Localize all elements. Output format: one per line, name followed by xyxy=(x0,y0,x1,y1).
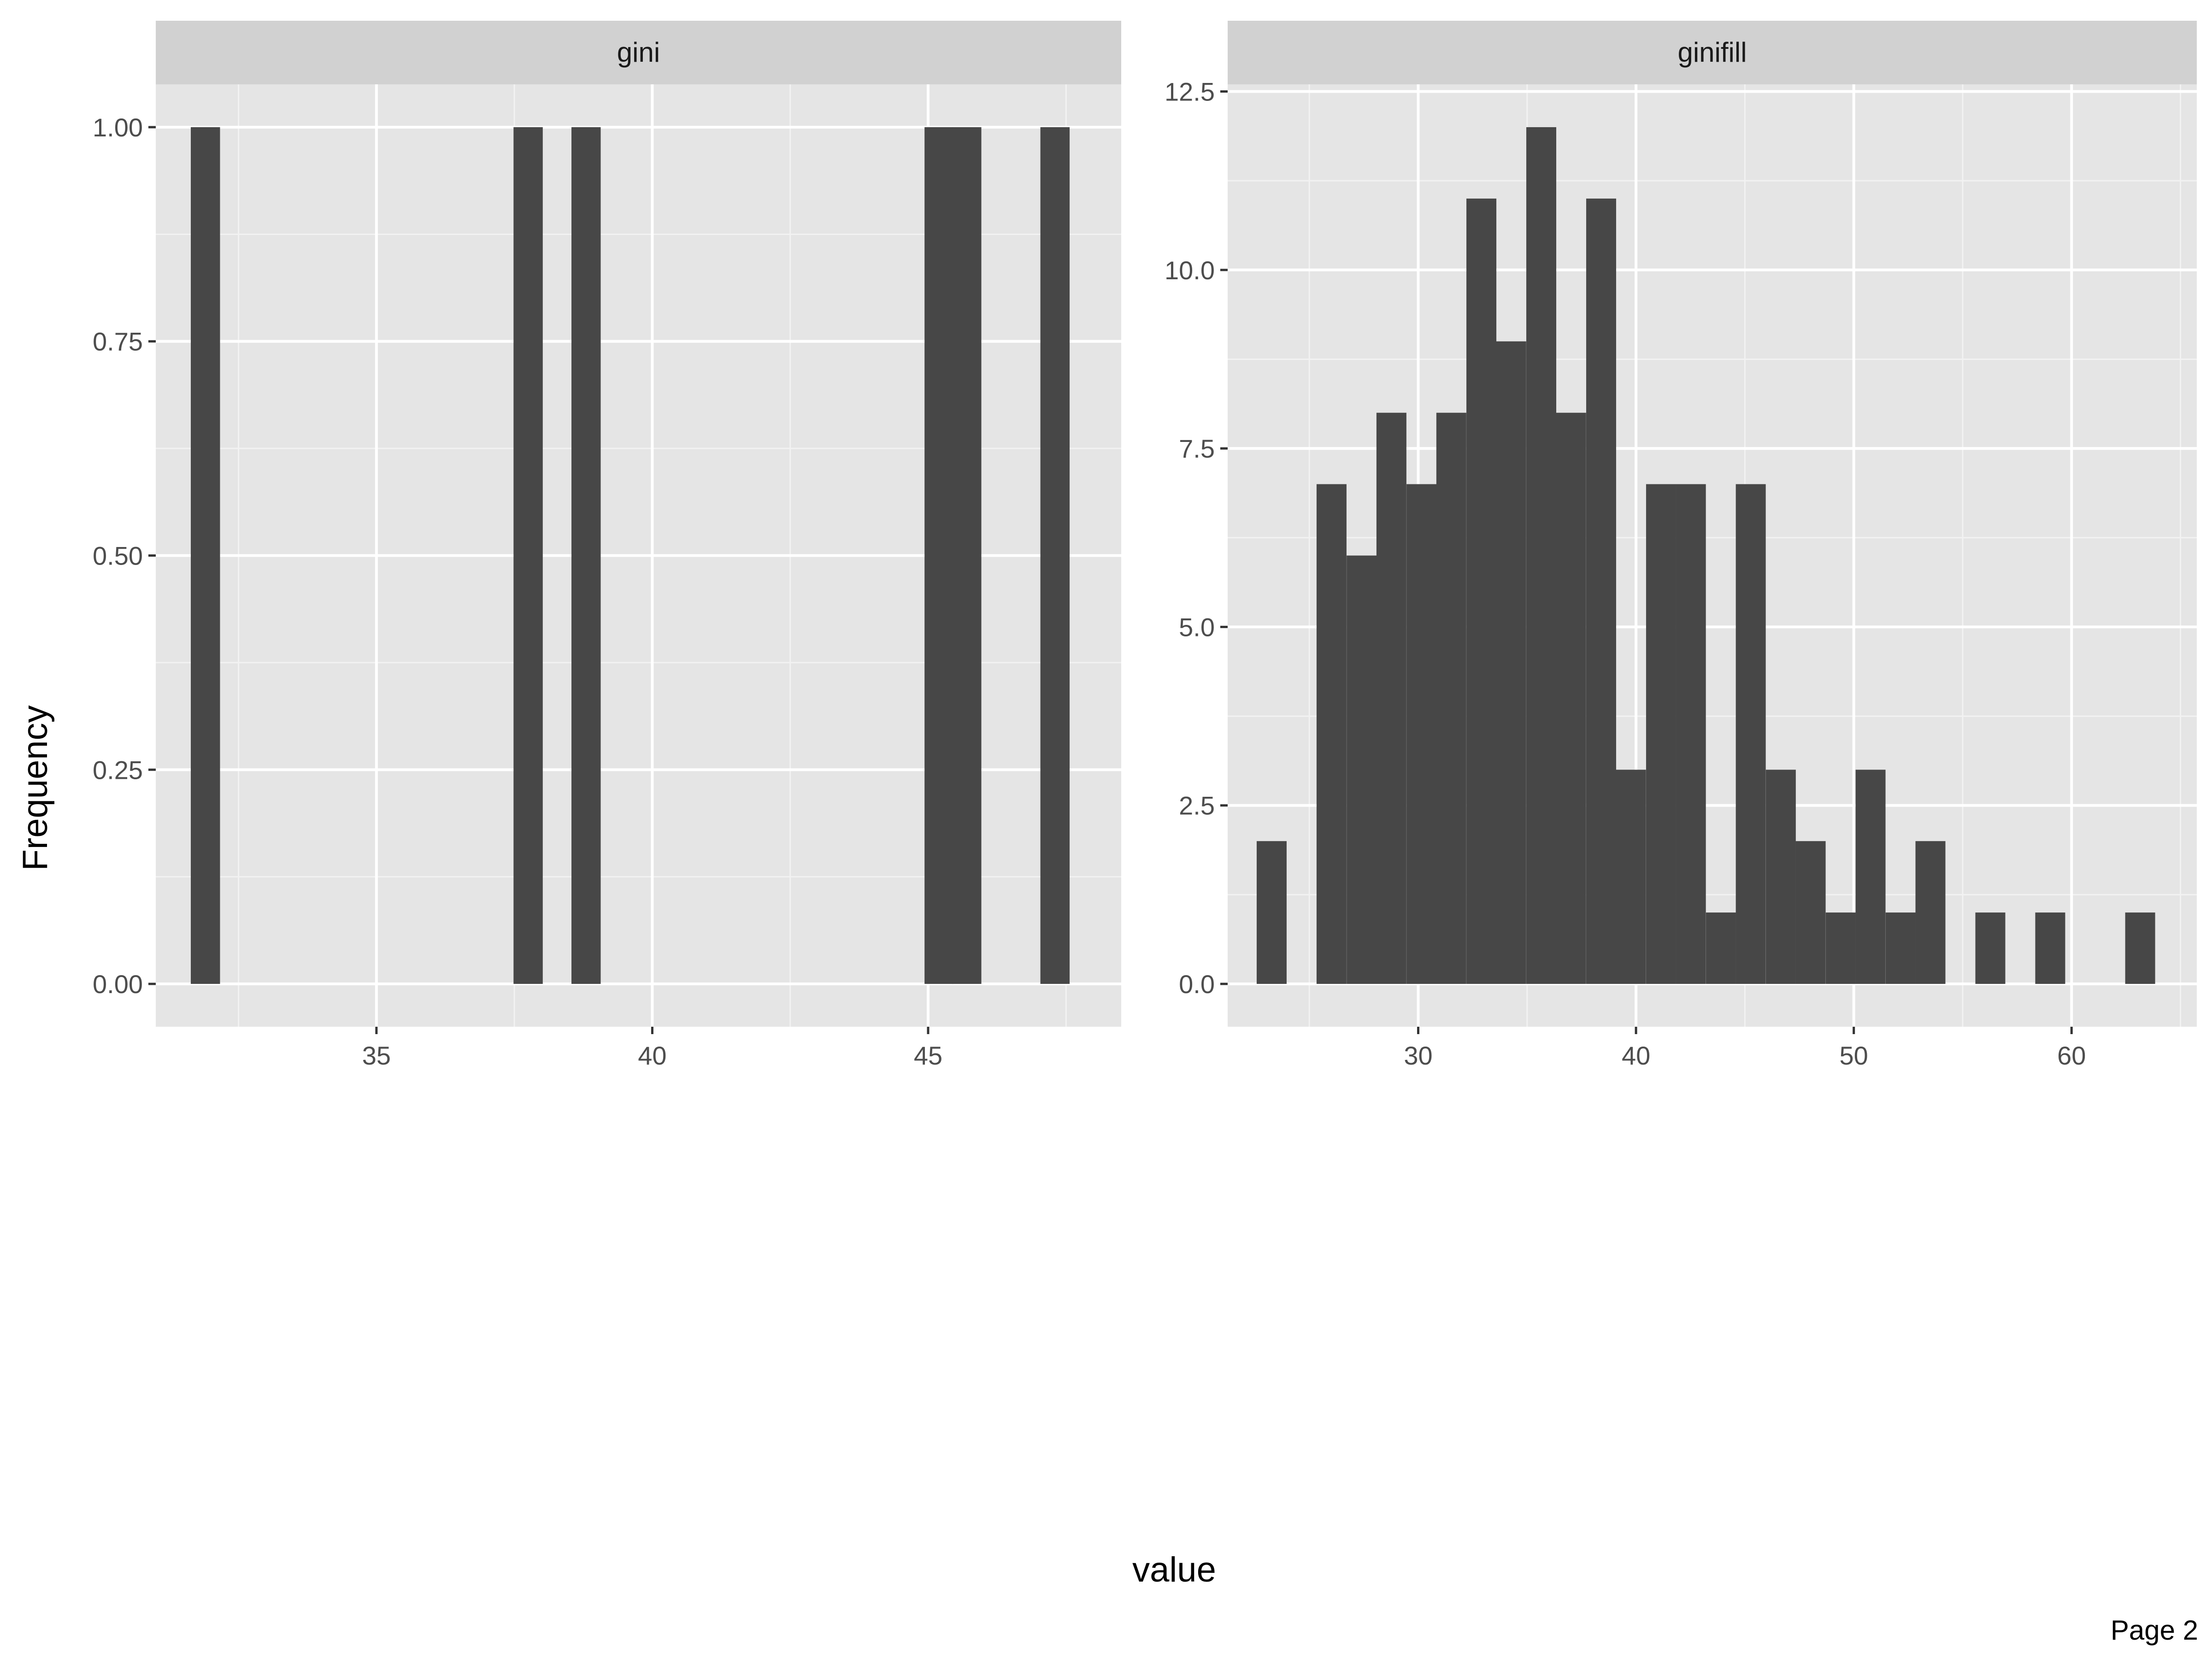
histogram-bar xyxy=(924,127,954,984)
histogram-bar xyxy=(2125,912,2155,984)
histogram-bar xyxy=(1765,770,1796,984)
histogram-bar xyxy=(1795,841,1826,984)
histogram-bar xyxy=(1376,412,1406,984)
histogram-bar xyxy=(1040,127,1070,984)
y-tick-label: 5.0 xyxy=(1179,612,1215,641)
histogram-bar xyxy=(952,127,982,984)
facet-strip-label: gini xyxy=(617,37,660,68)
y-tick-label: 12.5 xyxy=(1165,77,1215,106)
y-tick-label: 2.5 xyxy=(1179,791,1215,820)
y-tick-label: 0.00 xyxy=(93,970,143,999)
x-tick-label: 50 xyxy=(1840,1041,1868,1070)
facet-strip xyxy=(156,21,1121,84)
x-axis-title: value xyxy=(1132,1550,1216,1589)
y-tick-label: 0.0 xyxy=(1179,970,1215,999)
x-tick-label: 40 xyxy=(1622,1041,1650,1070)
histogram-bar xyxy=(1676,484,1706,984)
histogram-bar xyxy=(1526,127,1557,984)
x-tick-label: 30 xyxy=(1404,1041,1432,1070)
histogram-bar xyxy=(1436,412,1466,984)
facet-panels: gini 0.00 0.25 0.50 0.75 1.00 35 40 45 ginifill 0.… xyxy=(93,21,2197,1070)
histogram-bar xyxy=(1975,912,2006,984)
y-tick-label: 0.50 xyxy=(93,541,143,571)
histogram-bar xyxy=(1735,484,1766,984)
panel-gini: gini 0.00 0.25 0.50 0.75 1.00 35 40 45 xyxy=(93,21,1121,1070)
histogram-bar xyxy=(571,127,601,984)
y-tick-label: 7.5 xyxy=(1179,434,1215,463)
histogram-bar xyxy=(1855,770,1886,984)
histogram-bar xyxy=(1347,555,1377,984)
histogram-bar xyxy=(1256,841,1287,984)
histogram-bar xyxy=(513,127,543,984)
y-tick-label: 10.0 xyxy=(1165,256,1215,285)
x-tick-label: 40 xyxy=(638,1041,666,1070)
histogram-bar xyxy=(1825,912,1856,984)
facet-strip xyxy=(1228,21,2197,84)
histogram-bar xyxy=(1646,484,1676,984)
histogram-bar xyxy=(191,127,220,984)
y-tick-label: 0.75 xyxy=(93,327,143,356)
histogram-bar xyxy=(1885,912,1916,984)
histogram-bar xyxy=(1316,484,1347,984)
x-tick-label: 60 xyxy=(2057,1041,2086,1070)
x-tick-label: 45 xyxy=(914,1041,942,1070)
y-axis-title: Frequency xyxy=(16,705,55,871)
histogram-bar xyxy=(1466,198,1497,984)
histogram-bar xyxy=(2035,912,2065,984)
y-tick-label: 0.25 xyxy=(93,755,143,784)
histogram-bar xyxy=(1706,912,1736,984)
panel-ginifill: ginifill 0.0 2.5 5.0 7.5 10.0 12.5 30 40 50 60 xyxy=(1165,21,2197,1070)
facet-strip-label: ginifill xyxy=(1677,37,1747,68)
histogram-bar xyxy=(1496,341,1526,984)
histogram-bar xyxy=(1586,198,1616,984)
histogram-bar xyxy=(1406,484,1437,984)
histogram-bar xyxy=(1556,412,1586,984)
page-label: Page 2 xyxy=(2111,1615,2198,1646)
x-tick-label: 35 xyxy=(362,1041,391,1070)
histogram-bar xyxy=(1915,841,1946,984)
histogram-bar xyxy=(1616,770,1646,984)
y-tick-label: 1.00 xyxy=(93,113,143,142)
